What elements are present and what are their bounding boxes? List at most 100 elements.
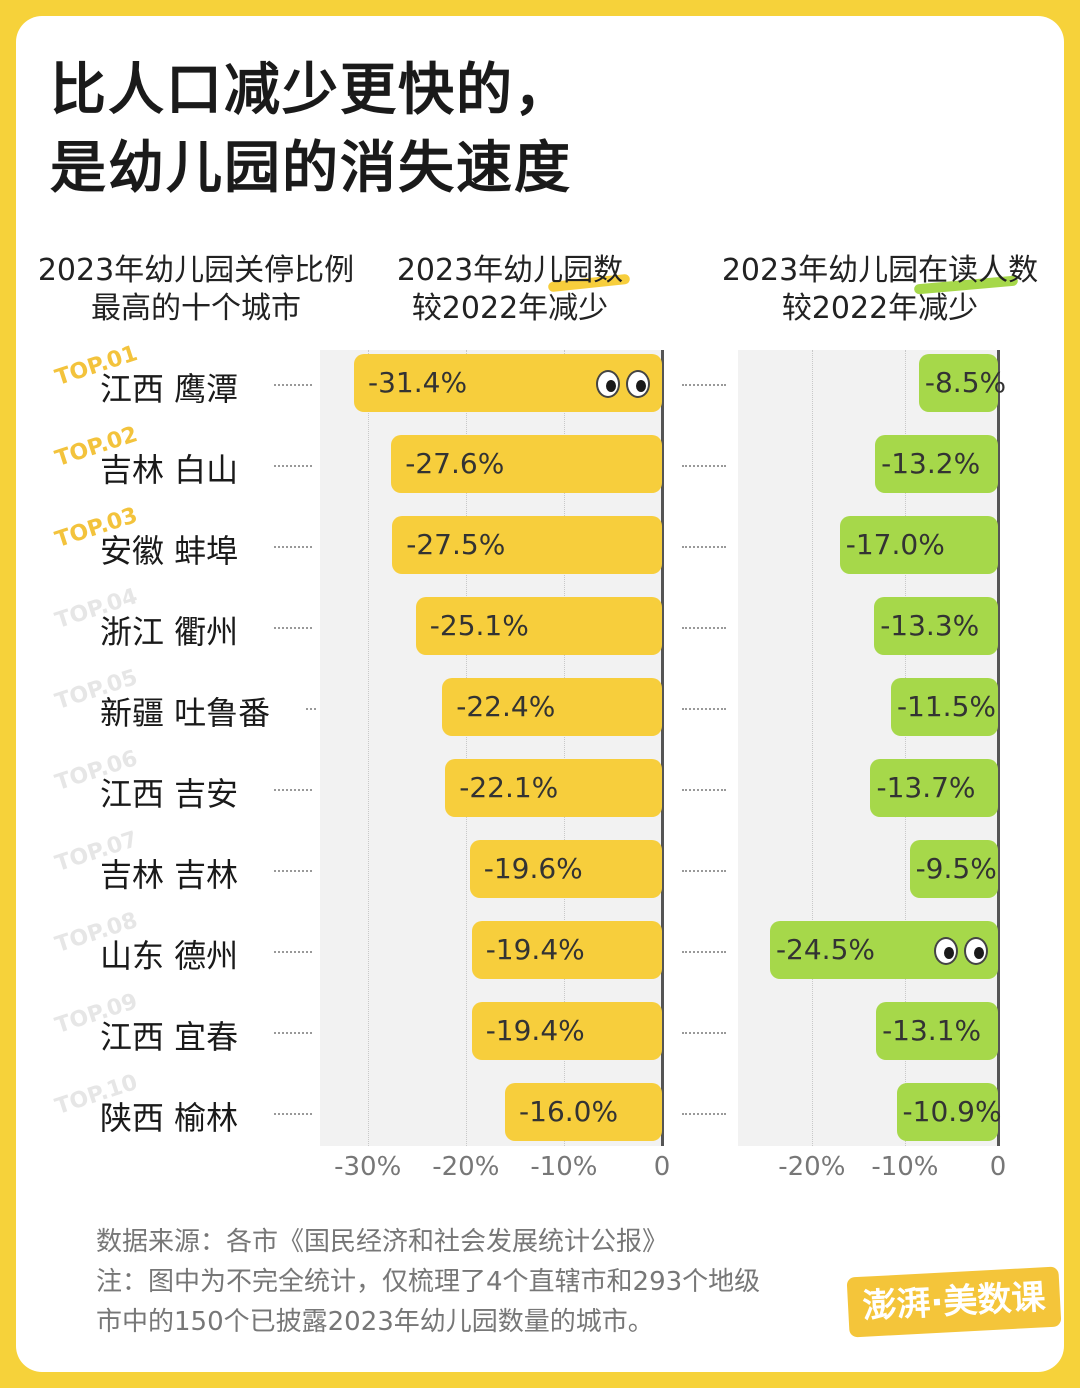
pupil-icon (944, 947, 954, 959)
city-leader-dots (274, 465, 312, 467)
kindergarten-value-label: -19.4% (485, 933, 585, 966)
city-leader-dots (274, 870, 312, 872)
enrollment-value-label: -24.5% (775, 933, 876, 966)
city-label: 江西 宜春 (100, 1018, 239, 1056)
enrollment-bar (896, 1083, 998, 1141)
enroll-tick-label: -20% (778, 1152, 846, 1182)
city-leader-dots (274, 951, 312, 953)
enrollment-value-label: -13.3% (880, 609, 980, 642)
enrollment-bar (839, 516, 998, 574)
pupil-icon (606, 380, 616, 392)
enrollment-value-label: -13.7% (876, 771, 976, 804)
chart-title: 比人口减少更快的， 是幼儿园的消失速度 (50, 52, 572, 208)
enrollment-bar (890, 678, 998, 736)
kindergarten-bar (415, 597, 662, 655)
header-enrollment: 2023年幼儿园在读人数 较2022年减少 (700, 252, 1060, 328)
kindergarten-value-label: -22.4% (456, 690, 556, 723)
city-label: 吉林 白山 (100, 451, 239, 489)
row-connector-dots (682, 789, 726, 791)
kindergarten-bar (445, 759, 662, 817)
row-connector-dots (682, 708, 726, 710)
row-connector-dots (682, 951, 726, 953)
kindergarten-bar (392, 516, 662, 574)
header-enrollment-line-1: 2023年幼儿园在读人数 (721, 253, 1039, 288)
kindergarten-value-label: -27.6% (405, 447, 505, 480)
header-cities-line-1: 2023年幼儿园关停比例 (37, 253, 355, 288)
city-label: 陕西 榆林 (100, 1099, 239, 1137)
kindergarten-bar (471, 1002, 662, 1060)
footer-note-line-1: 注：图中为不完全统计，仅梳理了4个直辖市和293个地级 (96, 1267, 761, 1297)
googly-eyes-icon (596, 370, 652, 398)
city-leader-dots (274, 384, 312, 386)
header-kindergartens-line-1: 2023年幼儿园数 (396, 253, 624, 288)
header-cities-line-2: 最高的十个城市 (91, 291, 301, 326)
city-label: 安徽 蚌埠 (100, 532, 239, 570)
kindergarten-bar (469, 840, 662, 898)
enrollment-bar (875, 435, 998, 493)
kindergarten-value-label: -27.5% (406, 528, 506, 561)
kindergarten-bar (471, 921, 662, 979)
googly-eyes-icon (934, 937, 990, 965)
footer-source: 数据来源：各市《国民经济和社会发展统计公报》 (96, 1227, 669, 1257)
kg-tick-label: -20% (432, 1152, 500, 1182)
kg-gridline (465, 350, 467, 1146)
kindergarten-value-label: -19.6% (483, 852, 583, 885)
kg-tick-label: 0 (653, 1152, 671, 1182)
city-leader-dots (274, 627, 312, 629)
city-label: 新疆 吐鲁番 (100, 694, 271, 732)
enrollment-bar (876, 1002, 998, 1060)
city-label: 山东 德州 (100, 937, 239, 975)
enroll-tick-label: 0 (989, 1152, 1007, 1182)
kindergarten-value-label: -22.1% (459, 771, 559, 804)
enrollment-value-label: -8.5% (924, 366, 1007, 399)
kindergarten-value-label: -19.4% (485, 1014, 585, 1047)
pupil-icon (974, 947, 984, 959)
city-leader-dots (274, 1113, 312, 1115)
row-connector-dots (682, 1113, 726, 1115)
header-enrollment-line-2: 较2022年减少 (781, 291, 979, 326)
city-label: 江西 鹰潭 (100, 370, 239, 408)
kg-gridline (367, 350, 369, 1146)
eye-icon (964, 937, 988, 965)
kindergarten-value-label: -31.4% (368, 366, 468, 399)
enrollment-value-label: -13.2% (881, 447, 981, 480)
kindergarten-bar (505, 1083, 662, 1141)
eye-icon (626, 370, 650, 398)
enrollment-value-label: -17.0% (845, 528, 945, 561)
row-connector-dots (682, 627, 726, 629)
city-leader-dots (306, 708, 316, 710)
title-line-1: 比人口减少更快的， (50, 58, 572, 123)
title-line-2: 是幼儿园的消失速度 (50, 136, 572, 201)
city-label: 吉林 吉林 (100, 856, 239, 894)
kg-zero-axis (661, 350, 664, 1146)
header-cities: 2023年幼儿园关停比例 最高的十个城市 (26, 252, 366, 328)
enroll-zero-axis (997, 350, 1000, 1146)
enrollment-value-label: -11.5% (896, 690, 997, 723)
kg-tick-label: -10% (530, 1152, 598, 1182)
header-kindergartens-line-2: 较2022年减少 (411, 291, 609, 326)
kindergarten-bar (391, 435, 662, 493)
enrollment-value-label: -13.1% (882, 1014, 982, 1047)
city-leader-dots (274, 789, 312, 791)
eye-icon (934, 937, 958, 965)
enroll-tick-label: -10% (871, 1152, 939, 1182)
header-kindergartens: 2023年幼儿园数 较2022年减少 (380, 252, 640, 328)
brand-logo: 澎湃·美数课 (846, 1266, 1062, 1338)
row-connector-dots (682, 384, 726, 386)
city-leader-dots (274, 1032, 312, 1034)
row-connector-dots (682, 465, 726, 467)
kg-gridline (563, 350, 565, 1146)
row-connector-dots (682, 546, 726, 548)
enroll-gridline (811, 350, 813, 1146)
enrollment-bar (909, 840, 998, 898)
city-label: 浙江 衢州 (100, 613, 239, 651)
kindergarten-value-label: -25.1% (429, 609, 529, 642)
row-connector-dots (682, 870, 726, 872)
enrollment-bar (870, 759, 998, 817)
city-leader-dots (274, 546, 312, 548)
enrollment-bar (918, 354, 998, 412)
kindergarten-value-label: -16.0% (519, 1095, 619, 1128)
enrollment-bar (874, 597, 998, 655)
enrollment-value-label: -9.5% (915, 852, 997, 885)
kg-tick-label: -30% (334, 1152, 402, 1182)
